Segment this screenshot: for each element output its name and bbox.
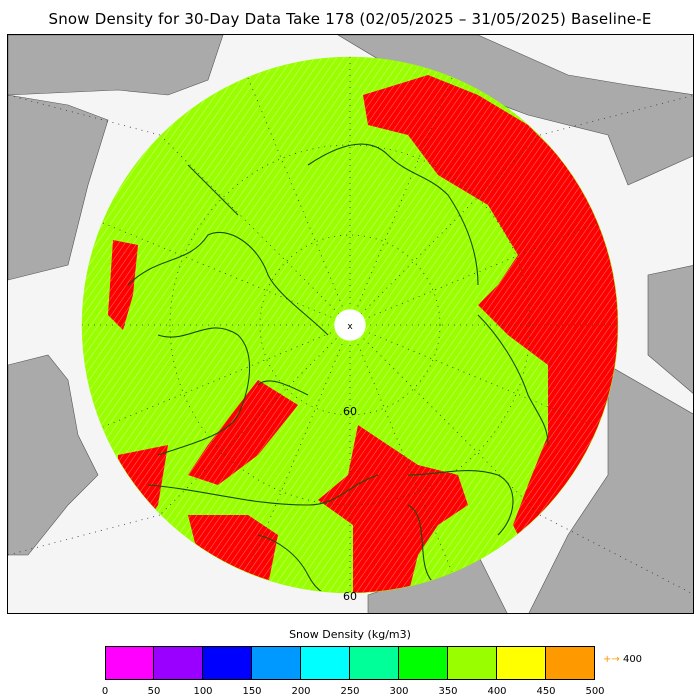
colorbar-tick-label: 0 bbox=[101, 686, 109, 697]
colorbar-segment bbox=[546, 646, 595, 680]
colorbar-segment bbox=[448, 646, 497, 680]
disk-edge bbox=[81, 56, 619, 594]
colorbar-tick-label: 300 bbox=[389, 686, 409, 697]
outer-meridians bbox=[8, 94, 693, 595]
colorbar-segment bbox=[399, 646, 448, 680]
colorbar-segment bbox=[105, 646, 154, 680]
colorbar-tick-label: 500 bbox=[585, 686, 605, 697]
colorbar-tick-label: 150 bbox=[242, 686, 262, 697]
colorbar-segment bbox=[301, 646, 350, 680]
latitude-label-inner: 60 bbox=[343, 405, 357, 418]
polar-map: x 60 60 bbox=[8, 35, 693, 613]
overflow-value: 400 bbox=[622, 654, 643, 665]
pole-marker: x bbox=[347, 322, 353, 332]
colorbar-label: Snow Density (kg/m3) bbox=[289, 628, 411, 641]
colorbar-tick-label: 100 bbox=[193, 686, 213, 697]
colorbar-tick-label: 450 bbox=[536, 686, 556, 697]
high-density-regions bbox=[108, 75, 618, 593]
map-title: Snow Density for 30-Day Data Take 178 (0… bbox=[48, 10, 652, 28]
colorbar-segment bbox=[203, 646, 252, 680]
colorbar-segment bbox=[252, 646, 301, 680]
colorbar-tick-label: 250 bbox=[340, 686, 360, 697]
colorbar-tick-label: 200 bbox=[291, 686, 311, 697]
overflow-arrow: +→ bbox=[603, 654, 620, 665]
colorbar-tick-label: 400 bbox=[487, 686, 507, 697]
latitude-label-outer: 60 bbox=[343, 590, 357, 603]
coastlines bbox=[127, 143, 549, 593]
overflow-indicator: +→ 400 bbox=[603, 654, 642, 665]
colorbar-tick-label: 50 bbox=[147, 686, 161, 697]
colorbar-segment bbox=[154, 646, 203, 680]
pole-hole bbox=[333, 308, 367, 342]
colorbar-segment bbox=[497, 646, 546, 680]
graticule bbox=[82, 57, 618, 593]
colorbar-tick-label: 350 bbox=[438, 686, 458, 697]
colorbar bbox=[105, 646, 595, 680]
colorbar-segment bbox=[350, 646, 399, 680]
map-panel: x 60 60 bbox=[7, 34, 694, 614]
